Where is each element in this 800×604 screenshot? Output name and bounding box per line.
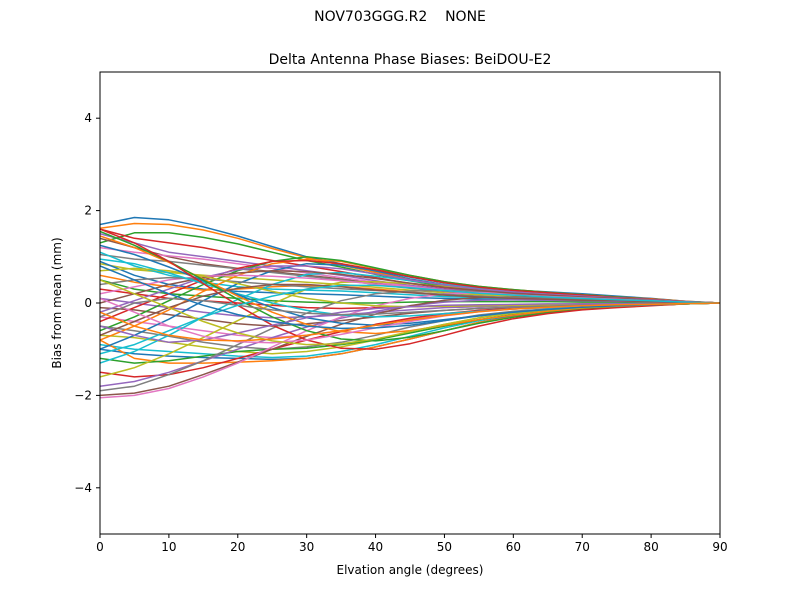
series-line-50 [100,284,720,355]
x-tick-label: 80 [643,540,658,554]
x-tick-label: 60 [506,540,521,554]
y-tick-label: 2 [84,204,92,218]
x-tick-label: 10 [161,540,176,554]
y-tick-label: −4 [74,481,92,495]
y-tick-label: 0 [84,296,92,310]
series-line-46 [100,283,720,337]
y-axis: −4 −2 0 2 4 [74,111,100,495]
series-lines [100,216,720,399]
x-tick-label: 90 [712,540,727,554]
series-line-51 [100,265,720,330]
figure-suptitle: NOV703GGG.R2 NONE [314,9,486,25]
x-tick-label: 0 [96,540,104,554]
series-line-44 [100,228,720,350]
y-axis-label: Bias from mean (mm) [50,237,64,368]
x-axis-label: Elvation angle (degrees) [337,563,484,577]
series-line-52 [100,302,720,342]
x-tick-label: 20 [230,540,245,554]
series-line-36 [100,269,720,304]
x-axis: 0 10 20 30 40 50 60 70 80 90 [96,534,728,554]
x-tick-label: 70 [575,540,590,554]
x-tick-label: 50 [437,540,452,554]
x-tick-label: 40 [368,540,383,554]
y-tick-label: 4 [84,111,92,125]
y-tick-label: −2 [74,388,92,402]
series-line-1 [100,216,720,304]
x-tick-label: 30 [299,540,314,554]
chart-title: Delta Antenna Phase Biases: BeiDOU-E2 [269,52,552,68]
